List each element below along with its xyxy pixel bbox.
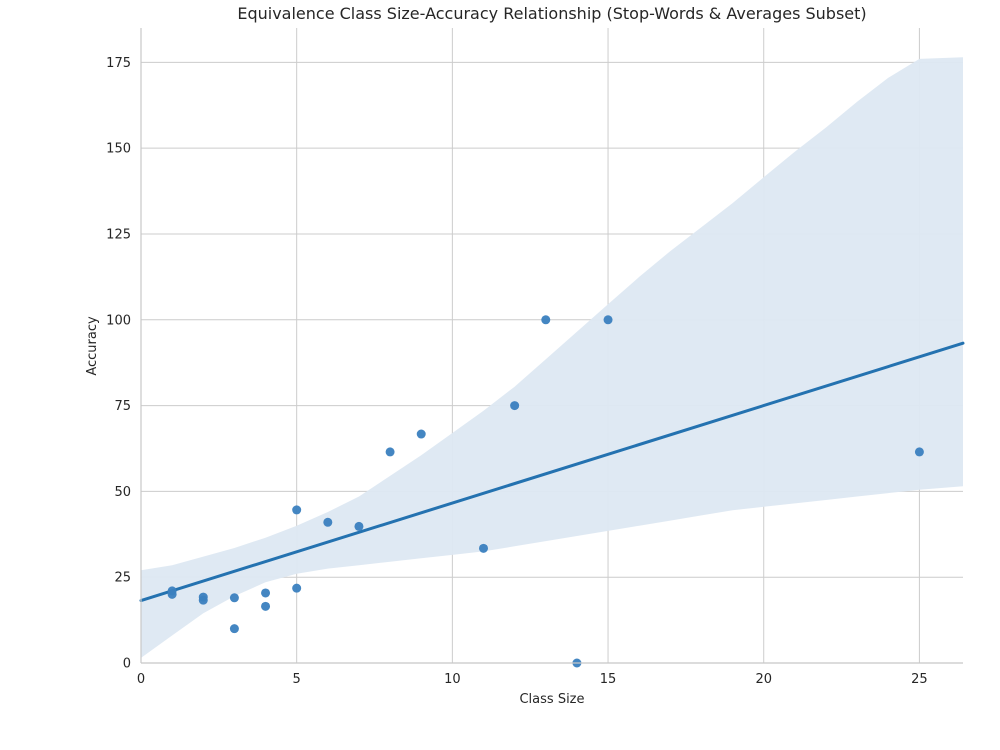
- y-axis-label: Accuracy: [85, 316, 100, 376]
- data-point: [385, 447, 395, 457]
- x-tick-label: 15: [600, 672, 617, 687]
- data-point: [479, 543, 488, 553]
- data-point: [167, 589, 177, 599]
- x-tick-label: 0: [137, 672, 145, 687]
- data-point: [510, 401, 520, 411]
- data-point: [229, 624, 239, 634]
- y-tick-label: 25: [114, 571, 131, 586]
- data-point: [541, 315, 551, 325]
- data-point: [292, 505, 302, 515]
- data-point: [198, 595, 208, 605]
- regression-line-group: [139, 341, 965, 603]
- y-tick-label: 175: [106, 56, 131, 71]
- data-point: [603, 315, 613, 325]
- y-tick-label: 150: [106, 142, 131, 157]
- data-point: [229, 593, 239, 603]
- data-point: [323, 517, 333, 527]
- x-axis-label: Class Size: [519, 692, 584, 707]
- regression-line: [139, 341, 965, 603]
- y-tick-label: 50: [114, 485, 131, 500]
- data-points: [167, 315, 924, 668]
- y-tick-label: 75: [114, 399, 131, 414]
- axes: [140, 28, 963, 664]
- data-point: [416, 429, 426, 439]
- y-tick-label: 0: [123, 657, 131, 672]
- data-point: [261, 601, 271, 611]
- x-tick-label: 10: [444, 672, 461, 687]
- y-tick-labels: 0 25 50 75 100 125 150 175: [106, 56, 131, 672]
- x-tick-label: 5: [293, 672, 301, 687]
- data-point: [261, 588, 271, 598]
- data-point: [914, 447, 924, 457]
- x-tick-labels: 0 5 10 15 20 25: [137, 672, 928, 687]
- x-tick-label: 20: [755, 672, 772, 687]
- confidence-band: [141, 57, 963, 658]
- chart-title: Equivalence Class Size-Accuracy Relation…: [237, 4, 866, 23]
- x-tick-label: 25: [911, 672, 928, 687]
- confidence-band-area: [141, 57, 963, 658]
- y-tick-label: 125: [106, 227, 131, 242]
- data-point: [292, 583, 302, 593]
- y-tick-label: 100: [106, 313, 131, 328]
- data-point: [354, 521, 364, 531]
